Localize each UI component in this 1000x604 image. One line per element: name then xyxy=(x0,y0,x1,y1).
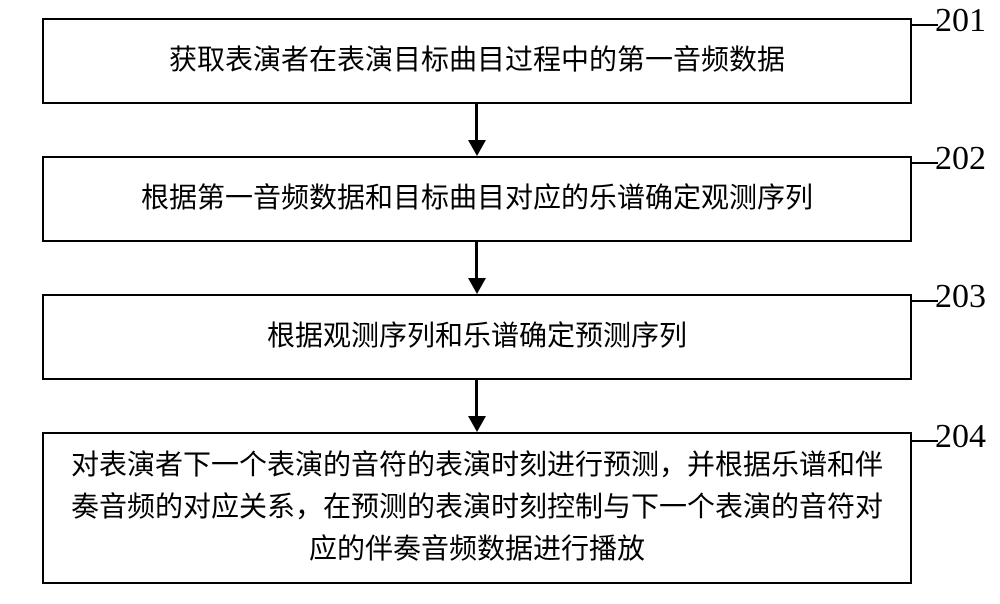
step-label-202: 202 xyxy=(935,140,986,178)
flowchart-canvas: 获取表演者在表演目标曲目过程中的第一音频数据 201 根据第一音频数据和目标曲目… xyxy=(0,0,1000,604)
step-text-204: 对表演者下一个表演的音符的表演时刻进行预测，并根据乐谱和伴奏音频的对应关系，在预… xyxy=(60,445,894,571)
step-text-201: 获取表演者在表演目标曲目过程中的第一音频数据 xyxy=(169,40,785,82)
step-text-202: 根据第一音频数据和目标曲目对应的乐谱确定观测序列 xyxy=(141,178,813,220)
step-box-201: 获取表演者在表演目标曲目过程中的第一音频数据 xyxy=(42,18,912,104)
arrow-head-1 xyxy=(468,140,486,156)
arrow-line-3 xyxy=(475,380,478,416)
arrow-head-2 xyxy=(468,278,486,294)
step-box-204: 对表演者下一个表演的音符的表演时刻进行预测，并根据乐谱和伴奏音频的对应关系，在预… xyxy=(42,432,912,584)
step-label-201: 201 xyxy=(935,2,986,40)
arrow-head-3 xyxy=(468,416,486,432)
step-label-204: 204 xyxy=(935,418,986,456)
step-box-202: 根据第一音频数据和目标曲目对应的乐谱确定观测序列 xyxy=(42,156,912,242)
step-label-203: 203 xyxy=(935,278,986,316)
arrow-line-1 xyxy=(475,104,478,140)
arrow-line-2 xyxy=(475,242,478,278)
step-box-203: 根据观测序列和乐谱确定预测序列 xyxy=(42,294,912,380)
step-text-203: 根据观测序列和乐谱确定预测序列 xyxy=(267,316,687,358)
